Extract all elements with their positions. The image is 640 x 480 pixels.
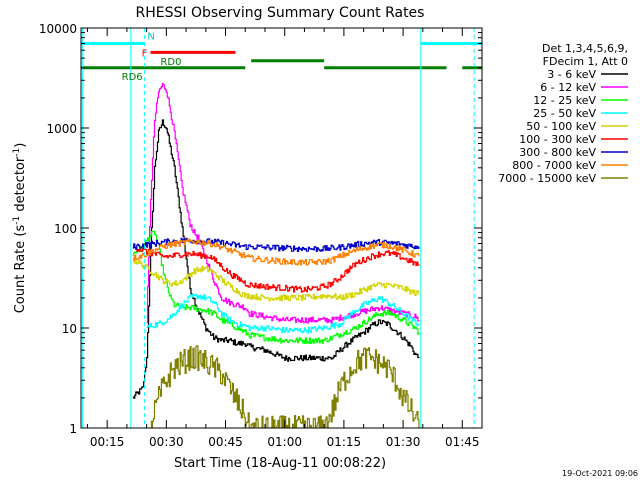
y-axis-label-mid: detector: [13, 156, 28, 216]
x-tick-label: 00:30: [149, 435, 184, 449]
y-tick-label: 100: [54, 222, 77, 236]
y-axis-label-sup2: -1: [12, 148, 22, 157]
flag-label-rd6: RD6: [122, 72, 143, 83]
x-axis-label: Start Time (18-Aug-11 00:08:22): [174, 456, 386, 471]
y-tick-label: 1: [69, 422, 77, 436]
x-tick-label: 01:15: [327, 435, 362, 449]
legend: Det 1,3,4,5,6,9, FDecim 1, Att 0 3 - 6 k…: [498, 42, 628, 185]
legend-entry-label: 300 - 800 keV: [519, 146, 596, 159]
x-tick-label: 01:00: [267, 435, 302, 449]
legend-entry-label: 50 - 100 keV: [526, 120, 596, 133]
footer-timestamp: 19-Oct-2021 09:06: [562, 469, 638, 478]
series-line-1: [132, 119, 420, 399]
plot-frame: [80, 27, 483, 429]
legend-entry-label: 6 - 12 keV: [540, 81, 596, 94]
series-line-5: [132, 256, 420, 302]
flags-layer: [81, 41, 482, 70]
legend-entry-label: 3 - 6 keV: [547, 68, 596, 81]
legend-entry-label: 7000 - 15000 keV: [498, 172, 596, 185]
chart-title: RHESSI Observing Summary Count Rates: [136, 5, 425, 21]
y-axis-label-main: Count Rate (s: [13, 225, 28, 314]
series-line-2: [146, 83, 420, 324]
flag-label-n: N: [147, 31, 154, 42]
x-axis: 00:15 00:30 00:45 01:00 01:15 01:30 01:45: [86, 28, 483, 449]
legend-entry-label: 100 - 300 keV: [519, 133, 596, 146]
y-axis-label-end: ): [13, 143, 28, 148]
y-axis: 1 10 100 1000 10000: [39, 22, 482, 436]
series-layer: [132, 83, 420, 428]
x-tick-label: 00:15: [90, 435, 125, 449]
legend-header-2: FDecim 1, Att 0: [543, 55, 628, 68]
flag-label-f: F: [142, 48, 148, 59]
legend-entry-label: 12 - 25 keV: [533, 94, 596, 107]
flag-label-rd0: RD0: [160, 57, 181, 68]
series-line-8: [132, 238, 420, 266]
legend-entry-label: 800 - 7000 keV: [512, 159, 596, 172]
series-line-4: [146, 294, 420, 334]
x-tick-label: 01:45: [445, 435, 480, 449]
x-tick-label: 00:45: [208, 435, 243, 449]
series-line-6: [132, 244, 420, 293]
legend-entry-label: 25 - 50 keV: [533, 107, 596, 120]
x-tick-label: 01:30: [386, 435, 421, 449]
y-tick-label: 10000: [39, 22, 77, 36]
y-tick-label: 1000: [46, 122, 77, 136]
legend-header-1: Det 1,3,4,5,6,9,: [542, 42, 628, 55]
y-axis-label: Count Rate (s-1 detector-1): [12, 143, 28, 314]
y-axis-label-sup1: -1: [12, 216, 22, 225]
y-tick-label: 10: [62, 322, 77, 336]
markers-layer: [82, 28, 475, 428]
